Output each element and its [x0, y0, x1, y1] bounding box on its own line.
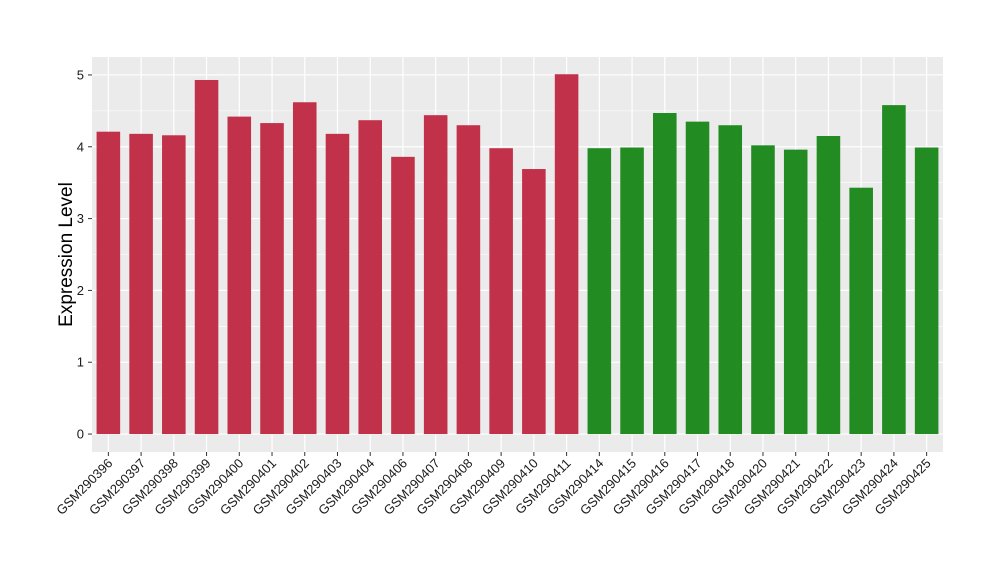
y-axis: 0 1 2 3 4 5	[77, 67, 92, 442]
bar-GSM290408	[456, 125, 481, 435]
y-tick-label: 2	[77, 283, 84, 298]
bar-GSM290404	[358, 120, 382, 435]
bar-GSM290397	[129, 133, 153, 435]
bar-GSM290399	[194, 79, 219, 435]
bar-GSM290418	[718, 125, 743, 435]
bar-GSM290409	[489, 148, 513, 435]
bar-GSM290402	[292, 102, 317, 435]
bar-GSM290423	[849, 187, 873, 435]
bar-GSM290420	[751, 145, 775, 435]
bar-GSM290422	[816, 136, 841, 435]
y-tick-label: 5	[77, 67, 84, 82]
bar-GSM290407	[423, 115, 448, 435]
bar-GSM290398	[162, 135, 186, 435]
bar-GSM290417	[685, 121, 710, 435]
y-tick-label: 0	[77, 427, 84, 442]
y-axis-title: Expression Level	[56, 182, 77, 327]
bar-GSM290425	[914, 147, 939, 435]
bars	[96, 74, 939, 435]
y-tick-label: 1	[77, 355, 84, 370]
bar-GSM290403	[325, 133, 350, 435]
bar-GSM290416	[653, 113, 677, 435]
bar-GSM290424	[882, 105, 906, 435]
y-tick-label: 3	[77, 211, 84, 226]
bar-GSM290415	[620, 147, 644, 435]
bar-GSM290410	[522, 169, 546, 435]
bar-GSM290411	[554, 74, 579, 435]
bar-GSM290421	[783, 149, 808, 435]
bar-GSM290400	[227, 116, 252, 435]
bar-GSM290406	[391, 156, 415, 435]
x-axis: GSM290396GSM290397GSM290398GSM290399GSM2…	[53, 452, 934, 518]
bar-GSM290401	[260, 123, 284, 435]
y-tick-label: 4	[77, 139, 84, 154]
bar-GSM290396	[96, 131, 121, 435]
bar-GSM290414	[587, 148, 612, 435]
